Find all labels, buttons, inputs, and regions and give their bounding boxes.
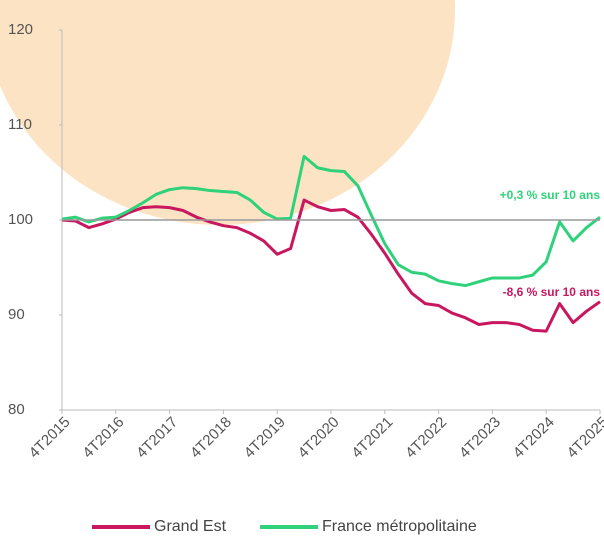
y-tick-label: 100 <box>8 211 33 228</box>
x-tick-label: 4T2022 <box>402 414 450 462</box>
x-tick-label: 4T2021 <box>348 414 396 462</box>
chart: 80901001101204T20154T20164T20174T20184T2… <box>0 0 604 545</box>
annotation: -8,6 % sur 10 ans <box>503 285 601 299</box>
y-tick-label: 110 <box>8 116 32 133</box>
x-tick-label: 4T2019 <box>241 414 289 462</box>
y-tick-label: 90 <box>8 306 25 323</box>
y-tick-label: 80 <box>8 401 25 418</box>
x-tick-label: 4T2020 <box>295 414 343 462</box>
y-tick-label: 120 <box>8 21 33 38</box>
x-tick-label: 4T2025 <box>564 414 604 462</box>
x-tick-label: 4T2024 <box>510 414 558 462</box>
x-tick-label: 4T2015 <box>26 414 74 462</box>
x-tick-label: 4T2017 <box>133 414 181 462</box>
x-tick-label: 4T2018 <box>187 414 235 462</box>
legend-label: France métropolitaine <box>322 518 477 535</box>
x-tick-label: 4T2023 <box>456 414 504 462</box>
annotation: +0,3 % sur 10 ans <box>500 188 601 202</box>
x-tick-label: 4T2016 <box>79 414 127 462</box>
legend-label: Grand Est <box>154 518 227 535</box>
